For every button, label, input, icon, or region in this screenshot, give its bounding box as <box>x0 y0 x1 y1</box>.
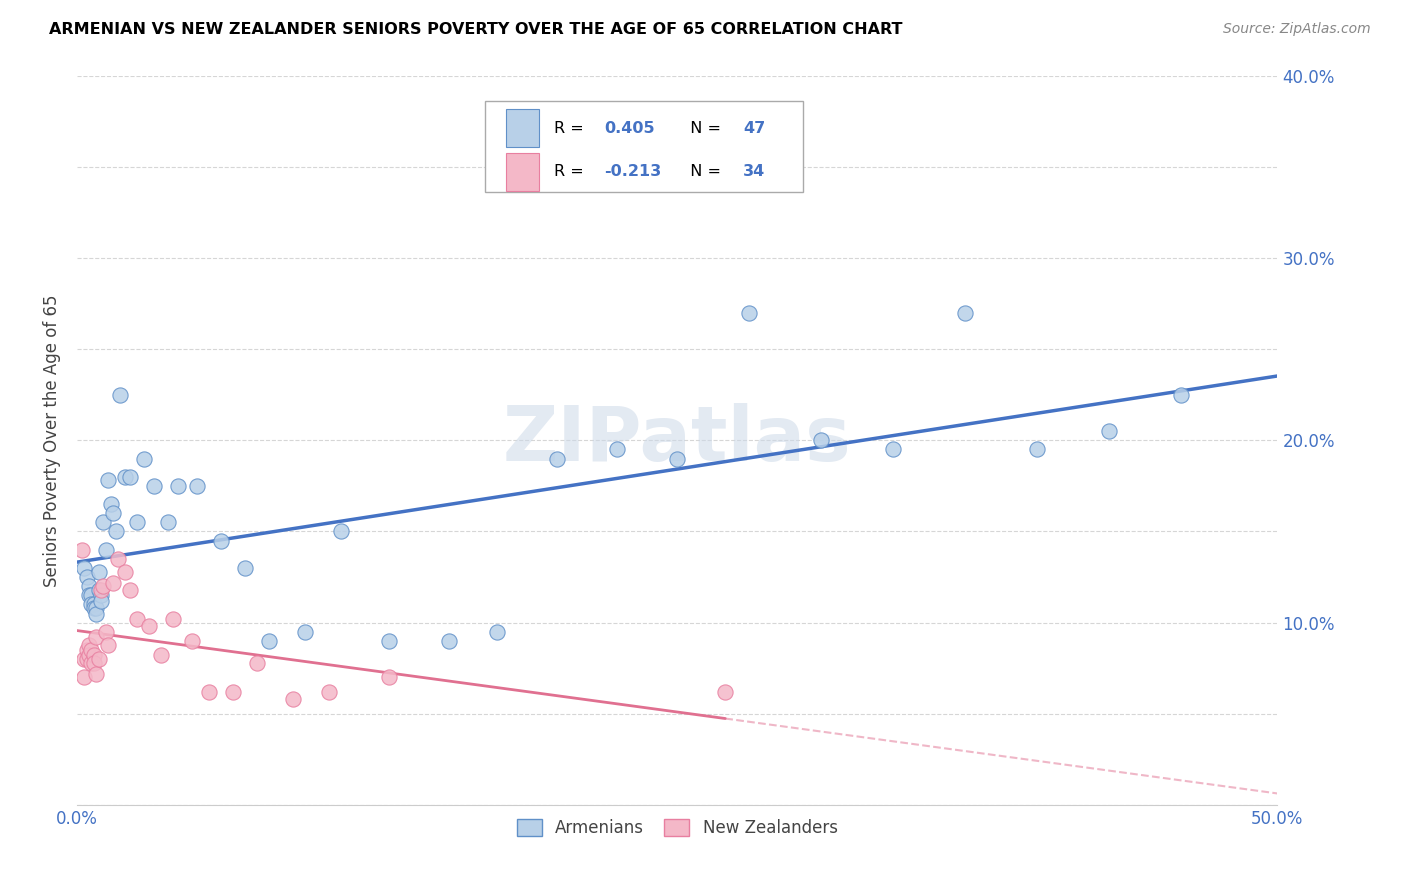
Point <box>77 648 100 663</box>
Point <box>181 633 204 648</box>
Point <box>1098 424 1121 438</box>
Text: R =: R = <box>554 120 589 136</box>
Point <box>222 685 245 699</box>
Point <box>1170 387 1192 401</box>
Text: ARMENIAN VS NEW ZEALANDER SENIORS POVERTY OVER THE AGE OF 65 CORRELATION CHART: ARMENIAN VS NEW ZEALANDER SENIORS POVERT… <box>49 22 903 37</box>
Text: ZIPatlas: ZIPatlas <box>503 403 852 477</box>
Point <box>90 588 112 602</box>
Point <box>150 648 173 663</box>
Point <box>118 582 141 597</box>
Point <box>666 451 689 466</box>
Point <box>142 479 165 493</box>
Point <box>90 582 112 597</box>
Point <box>110 387 132 401</box>
FancyBboxPatch shape <box>506 109 540 147</box>
Point <box>73 561 96 575</box>
Point <box>101 575 124 590</box>
Legend: Armenians, New Zealanders: Armenians, New Zealanders <box>510 813 844 844</box>
Point <box>84 607 107 621</box>
Point <box>198 685 221 699</box>
Point <box>1026 442 1049 457</box>
Point <box>546 451 568 466</box>
Point <box>100 497 122 511</box>
Point <box>318 685 340 699</box>
Point <box>83 601 105 615</box>
Point <box>77 579 100 593</box>
Point <box>80 588 103 602</box>
Point <box>127 612 149 626</box>
Point <box>87 565 110 579</box>
Text: R =: R = <box>554 164 589 179</box>
Point <box>810 434 832 448</box>
Point <box>83 648 105 663</box>
Point <box>246 656 269 670</box>
FancyBboxPatch shape <box>506 153 540 191</box>
Point <box>714 685 737 699</box>
Text: 34: 34 <box>744 164 765 179</box>
Point <box>167 479 190 493</box>
Point <box>94 624 117 639</box>
Point <box>97 474 120 488</box>
Point <box>84 601 107 615</box>
Point <box>83 656 105 670</box>
Point <box>93 579 115 593</box>
Point <box>76 652 98 666</box>
Point <box>606 442 628 457</box>
Point <box>486 624 509 639</box>
Point <box>281 692 304 706</box>
Point <box>114 565 136 579</box>
Point <box>127 516 149 530</box>
Point <box>437 633 460 648</box>
Text: 0.405: 0.405 <box>605 120 655 136</box>
Point <box>80 598 103 612</box>
Point <box>378 633 401 648</box>
Point <box>330 524 353 539</box>
Text: -0.213: -0.213 <box>605 164 661 179</box>
Text: N =: N = <box>679 120 725 136</box>
Point <box>93 516 115 530</box>
Point <box>257 633 280 648</box>
Point <box>90 593 112 607</box>
Point <box>84 666 107 681</box>
Point <box>104 524 127 539</box>
Point <box>80 656 103 670</box>
Point <box>76 570 98 584</box>
Point <box>114 469 136 483</box>
Point <box>107 551 129 566</box>
Point <box>94 542 117 557</box>
Point <box>378 670 401 684</box>
Point <box>955 305 977 319</box>
Point <box>209 533 232 548</box>
Point <box>738 305 761 319</box>
Point <box>83 598 105 612</box>
Point <box>84 630 107 644</box>
Point <box>87 652 110 666</box>
Point <box>134 451 156 466</box>
Text: 47: 47 <box>744 120 765 136</box>
Point <box>87 582 110 597</box>
Point <box>76 643 98 657</box>
Point <box>70 542 93 557</box>
Point <box>186 479 208 493</box>
Point <box>101 506 124 520</box>
Point <box>73 670 96 684</box>
Point <box>157 516 180 530</box>
Point <box>294 624 316 639</box>
FancyBboxPatch shape <box>485 101 803 193</box>
Point <box>162 612 184 626</box>
Text: N =: N = <box>679 164 725 179</box>
Point <box>138 619 160 633</box>
Point <box>77 638 100 652</box>
Text: Source: ZipAtlas.com: Source: ZipAtlas.com <box>1223 22 1371 37</box>
Point <box>233 561 256 575</box>
Point <box>73 652 96 666</box>
Point <box>77 588 100 602</box>
Point <box>97 638 120 652</box>
Point <box>118 469 141 483</box>
Point <box>882 442 904 457</box>
Point <box>80 643 103 657</box>
Y-axis label: Seniors Poverty Over the Age of 65: Seniors Poverty Over the Age of 65 <box>44 294 60 587</box>
